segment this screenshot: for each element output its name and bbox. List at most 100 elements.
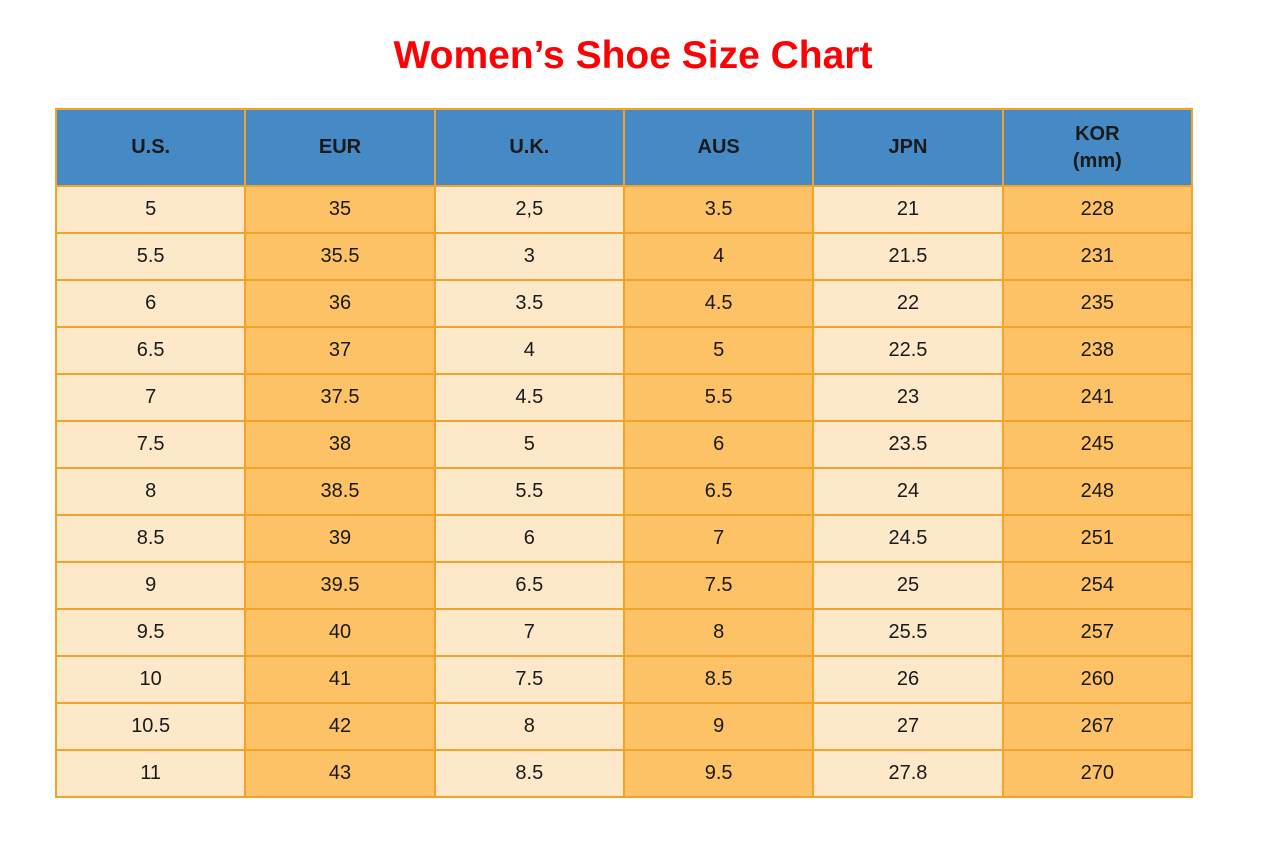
table-cell: 7.5 [622,561,815,610]
table-cell: 26 [812,655,1004,704]
table-cell: 8 [433,702,625,751]
table-cell: 231 [1001,232,1194,281]
table-header: U.S. EUR U.K. AUS JPN KOR (mm) [54,108,1194,187]
table-cell: 4 [433,326,625,375]
table-cell: 6.5 [54,326,247,375]
table-cell: 5.5 [622,373,815,422]
table-cell: 25 [812,561,1004,610]
table-row: 6.5 37 4 5 22.5 238 [54,326,1194,375]
table-cell: 35.5 [244,232,436,281]
table-cell: 9 [54,561,247,610]
table-cell: 21.5 [812,232,1004,281]
table-cell: 9.5 [54,608,247,657]
table-cell: 251 [1001,514,1194,563]
table-cell: 38.5 [244,467,436,516]
table-cell: 267 [1001,702,1194,751]
table-cell: 27.8 [812,749,1004,798]
table-row: 8 38.5 5.5 6.5 24 248 [54,467,1194,516]
table-cell: 241 [1001,373,1194,422]
table-cell: 254 [1001,561,1194,610]
table-cell: 6.5 [622,467,815,516]
table-cell: 40 [244,608,436,657]
table-cell: 43 [244,749,436,798]
table-cell: 6 [54,279,247,328]
table-cell: 4.5 [433,373,625,422]
shoe-size-table: U.S. EUR U.K. AUS JPN KOR (mm) 5 35 2,5 3.5 21 228… [54,108,1194,798]
table-cell: 21 [812,185,1004,234]
table-cell: 8.5 [433,749,625,798]
table-body: 5 35 2,5 3.5 21 228 5.5 35.5 3 4 21.5 231 6 36 3.5 4.5 2… [54,185,1194,798]
table-cell: 5 [54,185,247,234]
table-cell: 270 [1001,749,1194,798]
table-cell: 39.5 [244,561,436,610]
table-cell: 3.5 [433,279,625,328]
table-row: 11 43 8.5 9.5 27.8 270 [54,749,1194,798]
table-cell: 41 [244,655,436,704]
table-cell: 235 [1001,279,1194,328]
table-cell: 37.5 [244,373,436,422]
table-cell: 7 [54,373,247,422]
column-header-kor-mm: KOR (mm) [1001,108,1194,187]
table-cell: 9.5 [622,749,815,798]
table-cell: 5 [433,420,625,469]
table-cell: 248 [1001,467,1194,516]
table-cell: 22.5 [812,326,1004,375]
column-header-uk: U.K. [433,108,625,187]
table-cell: 8 [622,608,815,657]
table-cell: 23 [812,373,1004,422]
table-row: 9.5 40 7 8 25.5 257 [54,608,1194,657]
table-cell: 23.5 [812,420,1004,469]
table-cell: 7.5 [54,420,247,469]
table-cell: 5.5 [433,467,625,516]
table-cell: 42 [244,702,436,751]
table-cell: 6.5 [433,561,625,610]
table-cell: 5.5 [54,232,247,281]
table-header-row: U.S. EUR U.K. AUS JPN KOR (mm) [54,108,1194,187]
column-header-jpn: JPN [812,108,1004,187]
table-row: 7 37.5 4.5 5.5 23 241 [54,373,1194,422]
column-header-us: U.S. [54,108,247,187]
table-cell: 24.5 [812,514,1004,563]
table-cell: 8.5 [622,655,815,704]
table-cell: 10.5 [54,702,247,751]
table-cell: 38 [244,420,436,469]
table-cell: 10 [54,655,247,704]
table-cell: 7 [622,514,815,563]
table-cell: 3.5 [622,185,815,234]
table-cell: 7.5 [433,655,625,704]
table-cell: 8.5 [54,514,247,563]
table-cell: 228 [1001,185,1194,234]
table-cell: 35 [244,185,436,234]
table-row: 5 35 2,5 3.5 21 228 [54,185,1194,234]
table-row: 7.5 38 5 6 23.5 245 [54,420,1194,469]
column-header-eur: EUR [244,108,436,187]
table-cell: 6 [622,420,815,469]
table-row: 6 36 3.5 4.5 22 235 [54,279,1194,328]
table-cell: 37 [244,326,436,375]
table-cell: 238 [1001,326,1194,375]
table-cell: 9 [622,702,815,751]
page-title: Women’s Shoe Size Chart [393,34,873,77]
table-cell: 4 [622,232,815,281]
table-cell: 5 [622,326,815,375]
table-row: 8.5 39 6 7 24.5 251 [54,514,1194,563]
table-cell: 6 [433,514,625,563]
table-row: 10 41 7.5 8.5 26 260 [54,655,1194,704]
table-row: 5.5 35.5 3 4 21.5 231 [54,232,1194,281]
table-cell: 25.5 [812,608,1004,657]
table-cell: 8 [54,467,247,516]
table-cell: 257 [1001,608,1194,657]
table-row: 10.5 42 8 9 27 267 [54,702,1194,751]
table-cell: 36 [244,279,436,328]
table-row: 9 39.5 6.5 7.5 25 254 [54,561,1194,610]
table-cell: 11 [54,749,247,798]
table-cell: 39 [244,514,436,563]
column-header-aus: AUS [622,108,815,187]
table-cell: 3 [433,232,625,281]
table-cell: 260 [1001,655,1194,704]
table-cell: 245 [1001,420,1194,469]
table-cell: 4.5 [622,279,815,328]
table-cell: 22 [812,279,1004,328]
table-cell: 7 [433,608,625,657]
table-cell: 2,5 [433,185,625,234]
